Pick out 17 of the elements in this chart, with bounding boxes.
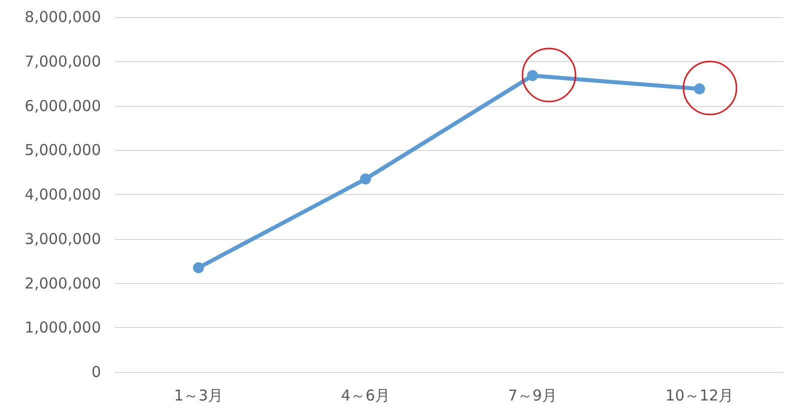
point (527, 70, 538, 82)
y-tick-label: 1,000,000 (24, 318, 101, 337)
y-tick-label: 0 (91, 363, 101, 381)
y-tick-label: 5,000,000 (24, 141, 101, 160)
point (694, 83, 705, 94)
y-tick-label: 7,000,000 (24, 52, 101, 70)
y-tick-label: 8,000,000 (24, 8, 101, 26)
y-tick-label: 6,000,000 (24, 96, 101, 115)
point (193, 262, 204, 274)
x-tick-label: 1～3月 (174, 386, 224, 404)
x-tick-label: 7～9月 (508, 386, 558, 404)
point (360, 173, 371, 184)
x-tick-label: 10～12月 (665, 386, 734, 404)
x-tick-label: 4～6月 (340, 386, 390, 404)
y-tick-label: 2,000,000 (24, 274, 101, 292)
y-tick-label: 4,000,000 (24, 186, 101, 204)
y-tick-label: 3,000,000 (24, 230, 101, 248)
